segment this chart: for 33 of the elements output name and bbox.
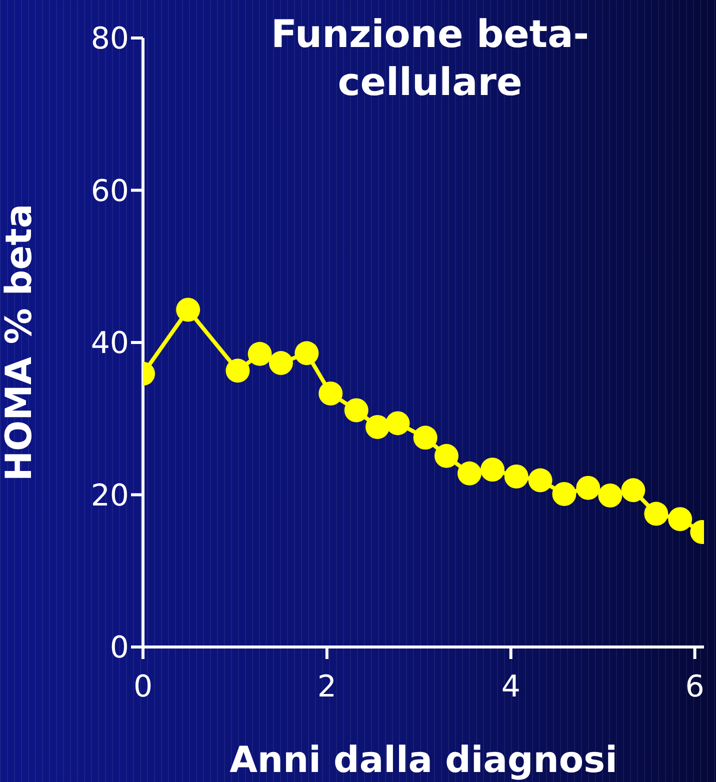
y-tick-label: 60 [90, 174, 129, 209]
point [176, 298, 200, 322]
point [480, 458, 504, 482]
point [552, 482, 576, 506]
y-tick-label: 0 [110, 630, 129, 666]
point [344, 398, 368, 422]
point [644, 502, 668, 526]
point [457, 461, 482, 486]
point [576, 476, 600, 500]
x-tick-label: 4 [501, 669, 520, 704]
chart-title: Funzione beta- cellulare [270, 11, 590, 106]
y-axis-title: HOMA % beta [0, 204, 40, 482]
point [434, 444, 458, 468]
point [248, 342, 272, 366]
x-tick-label: 0 [133, 669, 153, 704]
point [318, 382, 343, 406]
point [598, 484, 622, 508]
y-tick-label: 20 [90, 478, 129, 514]
point [621, 478, 646, 502]
point [366, 415, 390, 439]
y-tick-label: 80 [90, 22, 129, 57]
point [268, 351, 293, 376]
point [528, 468, 552, 492]
point [504, 464, 528, 488]
y-tick-label: 40 [90, 326, 129, 362]
x-axis-title: Anni dalla diagnosi [230, 740, 618, 781]
point [413, 426, 438, 450]
point [226, 358, 250, 383]
x-tick-label: 2 [317, 669, 336, 704]
point [668, 507, 692, 532]
x-tick-label: 6 [685, 669, 704, 704]
point [386, 411, 410, 436]
point [294, 341, 319, 366]
